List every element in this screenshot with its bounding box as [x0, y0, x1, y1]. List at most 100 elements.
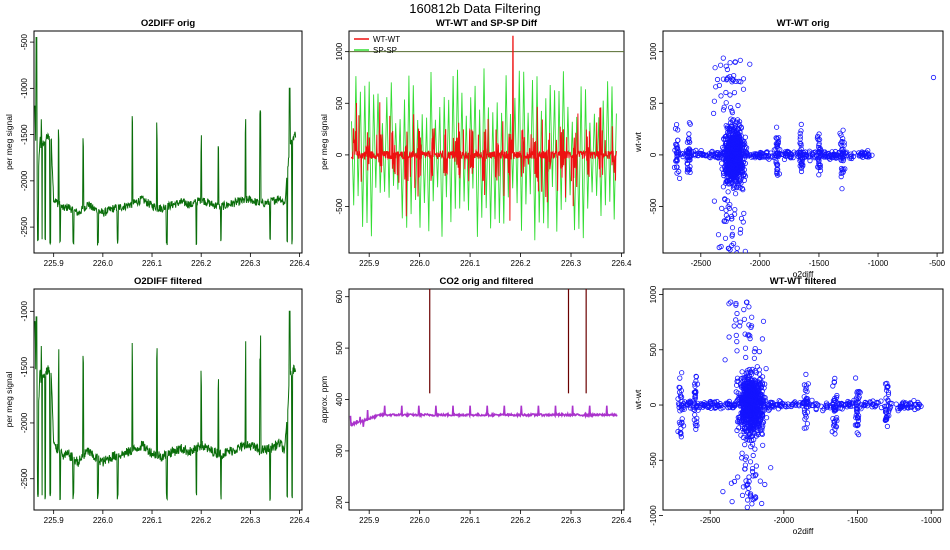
plot-area	[349, 35, 624, 241]
scatter-point	[729, 231, 736, 237]
scatter-point	[691, 397, 697, 403]
scatter-point	[773, 124, 780, 130]
scatter-point	[756, 348, 763, 355]
plot-area	[349, 289, 618, 427]
scatter-point	[823, 404, 830, 410]
scatter-point	[739, 395, 745, 401]
scatter-point	[744, 411, 750, 417]
scatter-point	[760, 442, 766, 448]
scatter-point	[733, 163, 739, 169]
scatter-point	[816, 144, 822, 150]
legend-label: WT-WT	[373, 35, 400, 44]
scatter-point	[749, 366, 755, 372]
x-tick-label: -2000	[774, 516, 795, 525]
scatter-point	[673, 157, 680, 163]
scatter-point	[797, 134, 803, 140]
scatter-point	[718, 243, 724, 250]
scatter-point	[806, 148, 813, 154]
panel-title: O2DIFF filtered	[134, 276, 202, 287]
plot-frame	[348, 30, 625, 254]
plot-frame	[33, 30, 303, 254]
scatter-point	[723, 207, 729, 213]
scatter-point	[679, 416, 685, 422]
scatter-point	[853, 396, 859, 402]
scatter-point	[882, 417, 889, 423]
x-tick-label: 226.0	[93, 516, 114, 525]
scatter-point	[729, 498, 735, 505]
scatter-point	[744, 151, 751, 157]
plot-area	[34, 310, 297, 502]
scatter-point	[677, 375, 683, 381]
scatter-point	[744, 388, 750, 394]
scatter-point	[830, 151, 836, 157]
scatter-point	[738, 176, 744, 182]
y-tick-label: 200	[335, 495, 344, 509]
scatter-point	[832, 431, 838, 437]
scatter-point	[733, 168, 740, 174]
scatter-point	[685, 155, 691, 161]
scatter-point	[757, 400, 763, 406]
scatter-point	[735, 474, 741, 480]
scatter-point	[741, 306, 747, 313]
scatter-point	[855, 431, 862, 438]
scatter-point	[732, 207, 738, 213]
scatter-point	[687, 169, 693, 175]
scatter-point	[751, 348, 758, 355]
scatter-point	[673, 164, 680, 170]
scatter-point	[883, 414, 890, 420]
scatter-point	[774, 150, 781, 156]
scatter-point	[803, 371, 809, 377]
scatter-point	[728, 216, 735, 222]
scatter-point	[823, 400, 830, 406]
scatter-point	[718, 160, 725, 166]
scatter-point	[722, 141, 729, 147]
scatter-point	[802, 387, 809, 393]
scatter-point	[774, 166, 780, 172]
scatter-point	[740, 484, 747, 490]
scatter-point	[757, 152, 763, 158]
scatter-point	[712, 65, 718, 71]
y-tick-label: 1000	[649, 285, 658, 303]
scatter-point	[693, 426, 699, 432]
scatter-point	[681, 406, 687, 412]
scatter-point	[899, 403, 906, 410]
scatter-point	[671, 164, 678, 170]
scatter-point	[723, 140, 729, 146]
scatter-point	[734, 338, 740, 345]
scatter-point	[753, 406, 760, 412]
scatter-point	[752, 472, 758, 479]
scatter-point	[700, 404, 706, 410]
y-tick-label: -500	[335, 198, 344, 215]
y-tick-label: -500	[649, 198, 658, 215]
legend: WT-WT SP-SP	[354, 35, 400, 55]
x-tick-label: 226.0	[410, 516, 431, 525]
scatter-point	[734, 375, 741, 381]
scatter-point	[883, 395, 889, 401]
scatter-point	[719, 205, 725, 211]
scatter-point	[678, 431, 684, 437]
scatter-point	[699, 152, 705, 158]
scatter-point	[744, 504, 750, 510]
scatter-point	[739, 455, 745, 461]
panel-p6: WT-WT filtered -2500 -2000 -1500 -1000 -1000 -…	[633, 276, 944, 536]
y-axis-label: per meg signal	[4, 114, 14, 170]
scatter-point	[717, 62, 724, 68]
scatter-point	[718, 406, 724, 412]
scatter-point	[693, 373, 699, 379]
scatter-point	[729, 123, 735, 130]
scatter-point	[726, 154, 732, 160]
scatter-point	[739, 492, 746, 498]
scatter-point	[758, 416, 764, 422]
scatter-point	[798, 121, 804, 128]
y-tick-label: -1000	[649, 505, 658, 526]
y-tick-label: -500	[20, 34, 29, 51]
scatter-point	[797, 150, 803, 156]
scatter-point	[804, 409, 811, 415]
scatter-point	[739, 425, 746, 432]
scatter-point	[832, 375, 838, 381]
plot-area	[34, 37, 297, 246]
scatter-point	[766, 407, 772, 413]
scatter-point	[742, 466, 748, 472]
scatter-point	[755, 416, 762, 423]
y-tick-label: 400	[335, 392, 344, 406]
